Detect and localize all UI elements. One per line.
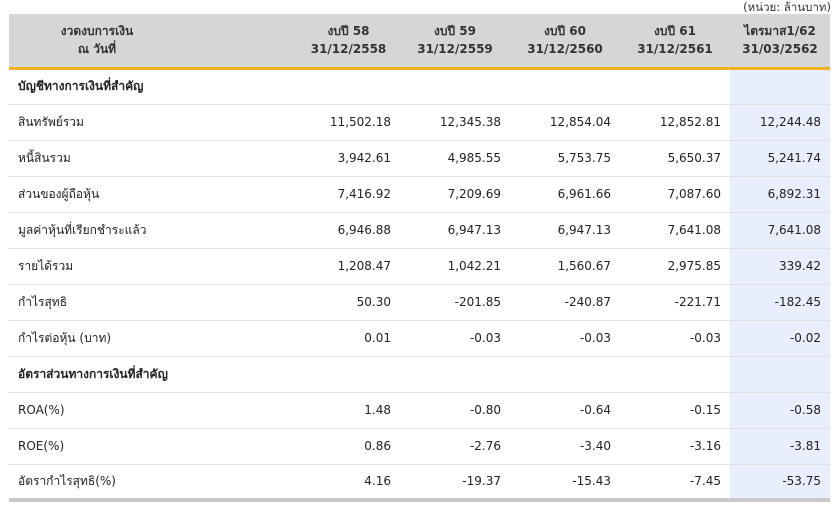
cell-value: 7,087.60 [620,176,730,213]
table-row: ส่วนของผู้ถือหุ้น 7,416.92 7,209.69 6,96… [9,176,830,213]
period-title: งบปี 60 [544,24,586,39]
cell-value: 1,208.47 [297,248,400,285]
section-row-key-ratios: อัตราส่วนทางการเงินที่สำคัญ [9,356,830,393]
cell-value: 7,641.08 [730,212,830,249]
period-title: งบปี 58 [327,24,370,39]
cell-value: 4,985.55 [400,140,510,177]
cell-value: 5,650.37 [620,140,730,177]
cell-value: -240.87 [510,284,620,321]
cell-value: 1.48 [297,392,400,429]
table-row: สินทรัพย์รวม 11,502.18 12,345.38 12,854.… [9,104,830,141]
cell-value: -15.43 [510,464,620,502]
row-label: อัตรากำไรสุทธิ(%) [9,464,297,502]
cell-value: 12,852.81 [620,104,730,141]
period-title: ไตรมาส1/62 [744,24,816,39]
cell-value: 7,209.69 [400,176,510,213]
row-label: สินทรัพย์รวม [9,104,297,141]
cell-value: 339.42 [730,248,830,285]
cell-value: 6,961.66 [510,176,620,213]
header-period-4: งบปี 61 31/12/2561 [620,14,730,70]
cell-value: -7.45 [620,464,730,502]
cell-value: -0.58 [730,392,830,429]
header-period-2: งบปี 59 31/12/2559 [400,14,510,70]
row-label: ROE(%) [9,428,297,465]
cell-value: -0.15 [620,392,730,429]
cell-value: -0.64 [510,392,620,429]
cell-value: -182.45 [730,284,830,321]
cell-value: -19.37 [400,464,510,502]
cell-value: -221.71 [620,284,730,321]
period-date: 31/12/2560 [527,42,603,57]
row-label: รายได้รวม [9,248,297,285]
header-period-5: ไตรมาส1/62 31/03/2562 [730,14,830,70]
cell-value: -3.40 [510,428,620,465]
table-row: กำไรสุทธิ 50.30 -201.85 -240.87 -221.71 … [9,284,830,321]
cell-value: -0.02 [730,320,830,357]
cell-value: -0.03 [400,320,510,357]
unit-note: (หน่วย: ล้านบาท) [743,0,831,14]
cell-value: 0.86 [297,428,400,465]
cell-value: 7,641.08 [620,212,730,249]
header-period-1: งบปี 58 31/12/2558 [297,14,400,70]
cell-value: 12,244.48 [730,104,830,141]
header-label-line2: ณ วันที่ [77,42,117,57]
cell-value: 12,345.38 [400,104,510,141]
cell-value: -3.81 [730,428,830,465]
row-label: กำไรสุทธิ [9,284,297,321]
header-period-label: งวดงบการเงิน ณ วันที่ [9,14,297,70]
header-label-line1: งวดงบการเงิน [60,24,134,39]
financial-table: งวดงบการเงิน ณ วันที่ งบปี 58 31/12/2558… [9,14,830,502]
section-title: บัญชีทางการเงินที่สำคัญ [9,68,297,105]
cell-value: 1,560.67 [510,248,620,285]
section-title: อัตราส่วนทางการเงินที่สำคัญ [9,356,297,393]
cell-value: 5,753.75 [510,140,620,177]
cell-value: 3,942.61 [297,140,400,177]
row-label: ROA(%) [9,392,297,429]
cell-value: 50.30 [297,284,400,321]
cell-value: -0.03 [510,320,620,357]
cell-value: -0.80 [400,392,510,429]
cell-value: 1,042.21 [400,248,510,285]
cell-value: -201.85 [400,284,510,321]
section-row-key-accounts: บัญชีทางการเงินที่สำคัญ [9,68,830,105]
table-row: อัตรากำไรสุทธิ(%) 4.16 -19.37 -15.43 -7.… [9,464,830,502]
period-date: 31/03/2562 [742,42,818,57]
cell-value: 5,241.74 [730,140,830,177]
period-title: งบปี 59 [434,24,476,39]
header-row: งวดงบการเงิน ณ วันที่ งบปี 58 31/12/2558… [9,14,830,70]
period-date: 31/12/2559 [417,42,493,57]
cell-value: -0.03 [620,320,730,357]
table-row: ROA(%) 1.48 -0.80 -0.64 -0.15 -0.58 [9,392,830,429]
cell-value: 4.16 [297,464,400,502]
cell-value: 0.01 [297,320,400,357]
period-date: 31/12/2561 [637,42,713,57]
row-label: ส่วนของผู้ถือหุ้น [9,176,297,213]
row-label: หนี้สินรวม [9,140,297,177]
table-row: รายได้รวม 1,208.47 1,042.21 1,560.67 2,9… [9,248,830,285]
cell-value: 12,854.04 [510,104,620,141]
cell-value: 2,975.85 [620,248,730,285]
header-period-3: งบปี 60 31/12/2560 [510,14,620,70]
cell-value: 6,946.88 [297,212,400,249]
cell-value: 7,416.92 [297,176,400,213]
cell-value: -3.16 [620,428,730,465]
cell-value: -53.75 [730,464,830,502]
row-label: กำไรต่อหุ้น (บาท) [9,320,297,357]
cell-value: -2.76 [400,428,510,465]
cell-value: 6,892.31 [730,176,830,213]
table-row: ROE(%) 0.86 -2.76 -3.40 -3.16 -3.81 [9,428,830,465]
cell-value: 11,502.18 [297,104,400,141]
cell-value: 6,947.13 [510,212,620,249]
table-row: มูลค่าหุ้นที่เรียกชำระแล้ว 6,946.88 6,94… [9,212,830,249]
period-date: 31/12/2558 [310,42,387,57]
period-title: งบปี 61 [654,24,696,39]
table-row: หนี้สินรวม 3,942.61 4,985.55 5,753.75 5,… [9,140,830,177]
row-label: มูลค่าหุ้นที่เรียกชำระแล้ว [9,212,297,249]
table-row: กำไรต่อหุ้น (บาท) 0.01 -0.03 -0.03 -0.03… [9,320,830,357]
cell-value: 6,947.13 [400,212,510,249]
